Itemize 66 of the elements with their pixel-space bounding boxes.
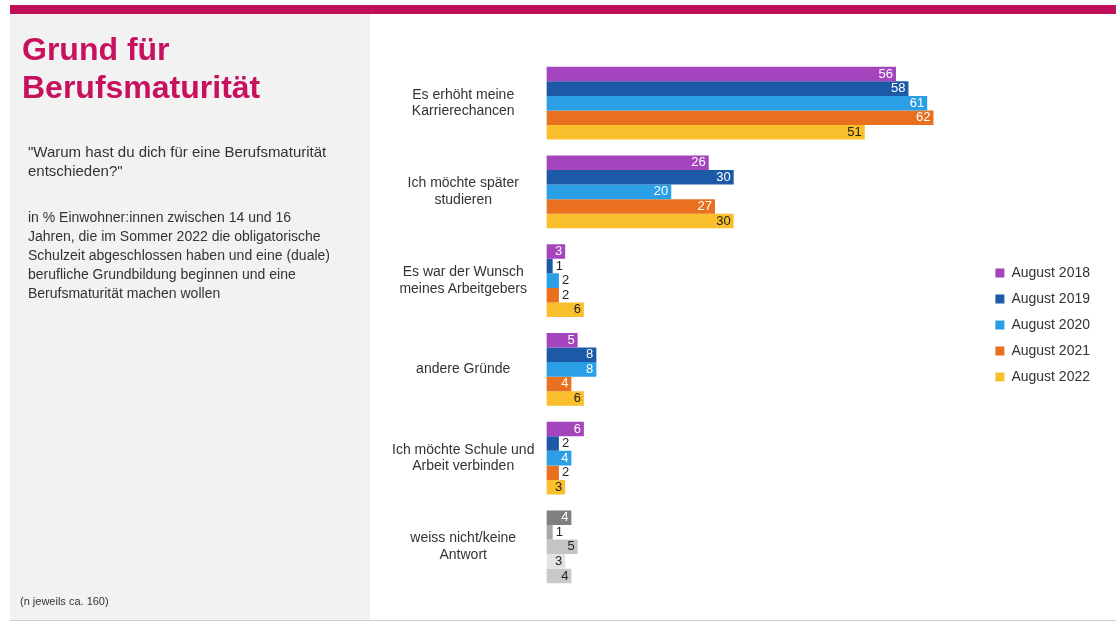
- bar: [546, 510, 572, 526]
- text: in % Einwohner:innen zwischen 14 und 16 Jahren, die im Sommer 2022 die obligatorische Schulzeit abgeschlossen haben und eine (duale) berufliche Grundbildung beginnen und eine Berufsmaturität machen wollen: [28, 208, 331, 303]
- bar: [546, 66, 896, 82]
- data-label: 2: [561, 464, 570, 480]
- data-label: 58: [891, 80, 906, 96]
- text: "Warum hast du dich für eine Berufsmaturität entschieden?": [28, 142, 328, 180]
- bar: [546, 332, 578, 348]
- y-tick-label: Es war der Wunsch meines Arbeitgebers: [399, 263, 528, 296]
- data-label: 2: [561, 435, 570, 451]
- data-label: 4: [561, 375, 569, 391]
- data-label: 5: [567, 538, 575, 554]
- data-label: 30: [716, 212, 731, 228]
- legend-label: August 2021: [1011, 341, 1091, 358]
- bar: [546, 170, 734, 185]
- data-label: 61: [909, 94, 925, 110]
- data-label: 4: [561, 449, 569, 465]
- bar: [546, 391, 584, 406]
- bar: [546, 302, 584, 318]
- y-tick-label: andere Gründe: [416, 360, 511, 377]
- bar: [546, 525, 553, 540]
- data-label: 2: [561, 272, 570, 288]
- data-label: 4: [561, 567, 569, 583]
- data-label: 2: [561, 286, 570, 302]
- bar: [546, 436, 559, 451]
- data-label: 1: [555, 523, 563, 539]
- bar: [546, 110, 934, 125]
- bar: [546, 155, 709, 171]
- y-tick-label: Es erhöht meine Karrierechancen: [411, 85, 515, 119]
- data-label: 27: [697, 198, 712, 214]
- legend-label: August 2020: [1011, 315, 1091, 332]
- data-label: 3: [554, 243, 563, 259]
- bar: [546, 125, 865, 140]
- bar: [546, 213, 734, 229]
- data-label: 1: [555, 257, 563, 273]
- data-label: 62: [915, 109, 931, 125]
- bar: [546, 258, 553, 274]
- data-label: 3: [554, 552, 563, 568]
- data-label: 8: [586, 360, 594, 376]
- bar: [546, 465, 559, 480]
- bar: [546, 95, 928, 111]
- bar: [546, 184, 672, 200]
- data-label: 30: [716, 168, 731, 184]
- text: (n jeweils ca. 160): [20, 595, 109, 607]
- data-label: 20: [653, 183, 669, 199]
- legend-label: August 2018: [1011, 263, 1091, 280]
- y-tick-label: weiss nicht/keine Antwort: [409, 529, 517, 563]
- data-label: 51: [847, 123, 862, 139]
- y-tick-label: Ich möchte Schule und Arbeit verbinden: [392, 440, 535, 474]
- data-label: 5: [567, 331, 575, 347]
- text: Grund für Berufsmaturität: [22, 30, 262, 106]
- bar: [546, 273, 559, 288]
- y-tick-label: Ich möchte später studieren: [407, 174, 520, 208]
- data-label: 26: [691, 154, 706, 170]
- bar: [546, 199, 715, 214]
- data-label: 56: [878, 65, 893, 81]
- data-label: 6: [573, 301, 581, 317]
- data-label: 8: [586, 346, 594, 362]
- data-label: 6: [573, 420, 581, 436]
- bar: [546, 362, 597, 377]
- data-label: 6: [573, 390, 581, 406]
- legend-label: August 2022: [1011, 367, 1091, 384]
- bar: [546, 81, 909, 96]
- data-label: 4: [561, 509, 569, 525]
- bar: [546, 287, 559, 303]
- legend-label: August 2019: [1011, 289, 1091, 306]
- data-label: 3: [554, 478, 563, 494]
